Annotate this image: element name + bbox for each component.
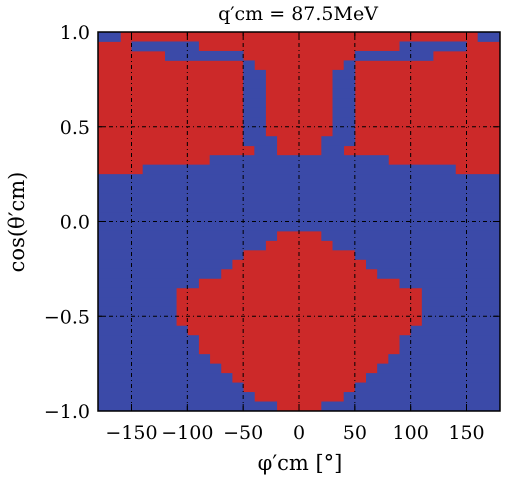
heatmap-cell bbox=[243, 98, 266, 109]
y-axis-title: cos(θ′cm) bbox=[5, 172, 29, 273]
heatmap-cell bbox=[98, 32, 121, 42]
heatmap-cell bbox=[98, 306, 177, 317]
heatmap-cell bbox=[421, 306, 501, 317]
heatmap-cell bbox=[399, 344, 501, 355]
heatmap-cell bbox=[410, 325, 501, 336]
heatmap-cell bbox=[98, 230, 278, 241]
heatmap-cell bbox=[332, 117, 356, 128]
x-tick-label: −150 bbox=[105, 422, 157, 444]
heatmap-cell bbox=[477, 32, 501, 42]
heatmap-cell bbox=[98, 297, 177, 308]
heatmap-cell bbox=[388, 354, 501, 365]
y-tick-label: 0.0 bbox=[60, 212, 90, 234]
heatmap-cell bbox=[421, 316, 501, 327]
x-tick-label: 0 bbox=[293, 422, 305, 444]
y-tick-label: 1.0 bbox=[60, 22, 90, 44]
heatmap-cell bbox=[332, 98, 356, 109]
heatmap-cell bbox=[332, 240, 501, 251]
heatmap-cell bbox=[98, 287, 177, 298]
heatmap-cell bbox=[343, 392, 501, 402]
heatmap-cell bbox=[98, 240, 266, 251]
heatmap-cell bbox=[131, 41, 199, 52]
heatmap-cell bbox=[98, 392, 255, 402]
heatmap-cell bbox=[142, 164, 456, 175]
x-axis-title: φ′cm [°] bbox=[258, 451, 343, 475]
heatmap-cell bbox=[98, 335, 199, 346]
heatmap-cell bbox=[98, 249, 244, 260]
y-tick-label: −1.0 bbox=[44, 401, 90, 423]
heatmap-cell bbox=[321, 145, 345, 156]
y-tick-label: −0.5 bbox=[44, 306, 90, 328]
heatmap-cell bbox=[421, 287, 501, 298]
heatmap-cell bbox=[354, 382, 501, 393]
heatmap-cell bbox=[98, 268, 222, 279]
x-tick-label: −50 bbox=[223, 422, 263, 444]
heatmap-cell bbox=[332, 88, 356, 99]
heatmap-cell bbox=[332, 126, 356, 137]
heatmap-cell bbox=[98, 174, 501, 185]
heatmap-cell bbox=[332, 69, 356, 80]
heatmap-cell bbox=[98, 363, 222, 374]
heatmap-cell bbox=[98, 259, 233, 270]
y-tick-labels: 1.0 0.5 0.0 −0.5 −1.0 bbox=[44, 22, 90, 423]
heatmap-cell bbox=[98, 344, 199, 355]
heatmap-cell bbox=[254, 145, 278, 156]
heatmap-cell bbox=[354, 249, 501, 260]
heatmap-cell bbox=[98, 278, 199, 289]
heatmap-cell bbox=[399, 335, 501, 346]
heatmap-cell bbox=[399, 41, 467, 52]
heatmap-cell bbox=[165, 50, 244, 61]
heatmap-cell bbox=[98, 316, 177, 327]
x-tick-label: 150 bbox=[448, 422, 484, 444]
heatmap-cell bbox=[343, 60, 356, 71]
heatmap-cell bbox=[366, 373, 501, 383]
heatmap-cell bbox=[399, 278, 501, 289]
heatmap-cell bbox=[354, 50, 434, 61]
x-tick-labels: −150 −100 −50 0 50 100 150 bbox=[105, 422, 484, 444]
x-tick-label: 50 bbox=[343, 422, 367, 444]
heatmap-cell bbox=[98, 382, 244, 393]
gridlines bbox=[98, 32, 500, 411]
x-tick-label: −100 bbox=[161, 422, 213, 444]
heatmap-cell bbox=[332, 107, 356, 118]
heatmap-cell bbox=[243, 117, 266, 128]
x-tick-label: 100 bbox=[393, 422, 429, 444]
heatmap-cell bbox=[377, 363, 501, 374]
heatmap-cell bbox=[98, 373, 233, 383]
axis-ticks bbox=[98, 31, 500, 412]
heatmap-cell bbox=[321, 136, 356, 147]
heatmap-cell bbox=[98, 202, 501, 213]
heatmap-cell bbox=[377, 268, 501, 279]
heatmap-cell bbox=[98, 325, 188, 336]
heatmap-cell bbox=[243, 136, 278, 147]
heatmap-cell bbox=[421, 297, 501, 308]
heatmap-cell bbox=[332, 79, 356, 90]
heatmap-cell bbox=[243, 69, 266, 80]
heatmap-cell bbox=[243, 88, 266, 99]
chart-title: q′cm = 87.5MeV bbox=[218, 3, 378, 25]
y-tick-label: 0.5 bbox=[60, 117, 90, 139]
heatmap-cell bbox=[98, 212, 501, 222]
heatmap-cell bbox=[243, 60, 255, 71]
heatmap-cell bbox=[243, 107, 266, 118]
heatmap-cell bbox=[98, 354, 211, 365]
heatmap-cell bbox=[366, 259, 501, 270]
heatmap-cell bbox=[243, 126, 266, 137]
heatmap-cell bbox=[321, 230, 501, 241]
heatmap-cell bbox=[243, 79, 266, 90]
